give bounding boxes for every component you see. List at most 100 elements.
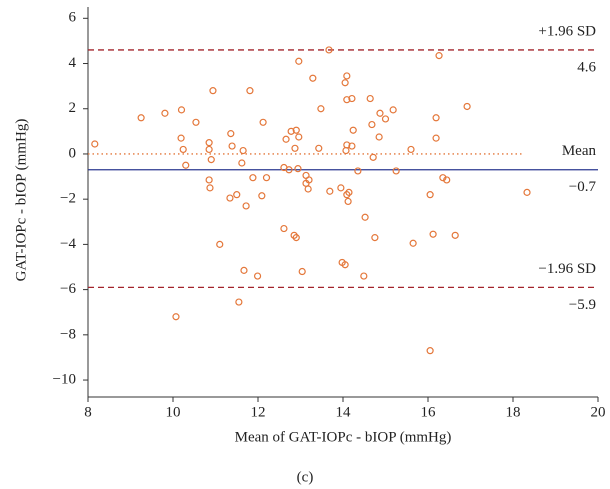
y-tick-label: −10 <box>53 371 76 387</box>
data-point <box>238 159 246 167</box>
data-point <box>426 191 434 199</box>
x-tick-label: 18 <box>506 404 521 420</box>
data-point <box>432 114 440 122</box>
data-point <box>375 133 383 141</box>
data-point <box>349 126 357 134</box>
data-point <box>409 239 417 247</box>
data-point <box>407 145 415 154</box>
data-point <box>290 231 298 239</box>
data-point <box>369 153 377 161</box>
reference-line-name: +1.96 SD <box>538 23 596 39</box>
data-point <box>227 130 235 138</box>
data-point <box>205 139 213 147</box>
data-point <box>205 145 213 154</box>
data-point <box>381 115 390 123</box>
data-point <box>161 109 169 117</box>
data-point <box>305 176 313 184</box>
y-tick-label: −2 <box>60 191 76 207</box>
data-point <box>258 192 266 200</box>
data-point <box>287 127 295 135</box>
x-axis-label: Mean of GAT-IOPc - bIOP (mmHg) <box>235 429 452 445</box>
data-point <box>435 52 443 60</box>
data-point <box>338 258 346 267</box>
data-point <box>389 106 397 114</box>
data-point <box>177 134 185 142</box>
data-point <box>291 144 299 152</box>
data-point <box>172 313 180 321</box>
data-point <box>228 142 236 150</box>
y-tick-label: 6 <box>69 10 77 26</box>
x-tick-label: 12 <box>251 404 266 420</box>
data-point <box>206 184 214 192</box>
data-point <box>280 163 288 172</box>
data-point <box>239 146 247 155</box>
y-tick-label: 2 <box>69 100 77 116</box>
data-point <box>177 106 186 114</box>
data-point <box>360 272 368 280</box>
y-axis-label: GAT-IOPc - bIOP (mmHg) <box>13 119 29 282</box>
data-point <box>315 144 323 152</box>
data-point <box>368 120 376 129</box>
data-point <box>432 134 440 142</box>
data-point <box>295 133 303 141</box>
data-point <box>304 185 312 193</box>
data-point <box>341 79 349 87</box>
data-point <box>343 72 351 80</box>
data-point <box>344 197 352 206</box>
data-point <box>317 105 325 113</box>
data-point <box>348 94 356 103</box>
data-point <box>523 188 531 196</box>
data-point <box>392 167 400 175</box>
data-point <box>343 96 351 104</box>
reference-line-value: −5.9 <box>569 297 596 313</box>
y-tick-label: 0 <box>69 145 77 161</box>
data-point <box>325 46 333 54</box>
data-point <box>259 118 267 126</box>
data-point <box>429 230 437 238</box>
data-point <box>443 176 451 184</box>
data-point <box>451 231 459 239</box>
data-point <box>249 174 257 182</box>
reference-line-value: −0.7 <box>569 179 597 195</box>
data-point <box>343 191 351 199</box>
reference-line-name: −1.96 SD <box>538 261 596 277</box>
data-point <box>253 272 262 280</box>
x-tick-label: 20 <box>591 404 606 420</box>
data-point <box>280 224 288 233</box>
reference-line-name: Mean <box>562 143 597 159</box>
data-point <box>233 191 241 199</box>
reference-line-value: 4.6 <box>577 59 596 75</box>
data-point <box>91 140 99 148</box>
y-tick-label: −8 <box>60 326 76 342</box>
y-tick-label: −6 <box>60 281 76 297</box>
x-tick-label: 16 <box>421 404 437 420</box>
data-point <box>209 87 217 95</box>
data-point <box>235 298 243 306</box>
x-tick-label: 10 <box>166 404 181 420</box>
data-point <box>345 188 353 196</box>
data-point <box>298 267 306 276</box>
x-tick-label: 8 <box>84 404 92 420</box>
data-point <box>292 234 300 242</box>
data-point <box>242 202 250 210</box>
data-point <box>240 266 248 274</box>
data-point <box>366 94 374 103</box>
data-point <box>426 347 434 355</box>
data-point <box>137 114 145 122</box>
data-point <box>205 176 213 184</box>
data-point <box>354 167 362 175</box>
data-point <box>326 187 334 195</box>
data-point <box>192 118 200 126</box>
data-point <box>182 161 190 169</box>
data-point <box>292 126 300 134</box>
data-point <box>226 194 234 202</box>
data-point <box>246 87 254 95</box>
data-point <box>309 74 317 82</box>
data-point <box>371 234 379 242</box>
x-tick-label: 14 <box>336 404 352 420</box>
data-point <box>348 142 356 150</box>
data-point <box>179 145 187 154</box>
data-point <box>361 213 369 221</box>
